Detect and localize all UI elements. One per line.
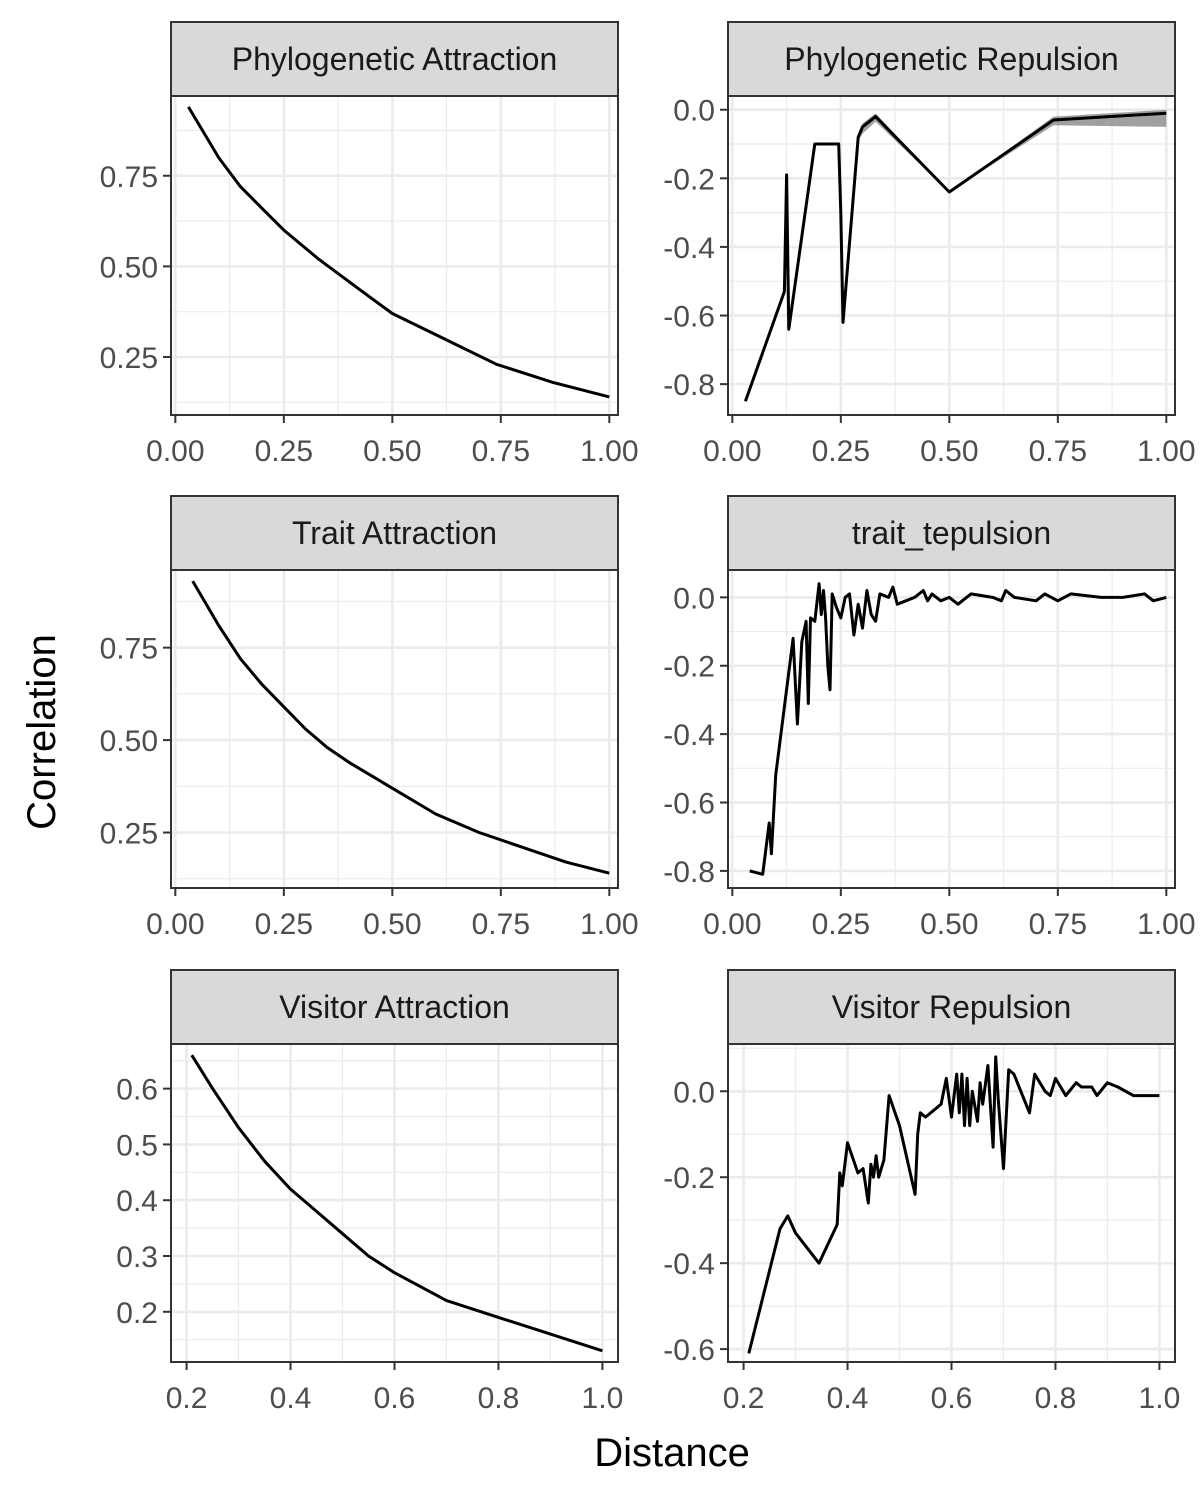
y-tick-label: 0.2 [116,1297,158,1330]
x-tick-label: 0.2 [166,1382,208,1415]
x-tick-label: 1.0 [582,1382,624,1415]
x-tick-label: 1.00 [1137,908,1195,941]
panel-border [170,95,619,416]
x-tick-label: 1.0 [1139,1382,1181,1415]
y-tick-label: -0.6 [663,788,715,821]
y-tick-label: 0.6 [116,1074,158,1107]
y-tick-label: -0.8 [663,369,715,402]
x-tick-label: 0.6 [374,1382,416,1415]
x-tick-label: 0.00 [703,908,761,941]
x-tick-label: 0.50 [920,435,978,468]
y-tick-label: 0.25 [100,342,158,375]
y-tick-label: 0.0 [673,582,715,615]
panel-3: Trait Attraction 0.00 0.25 0.50 0.75 1.00 0.25… [100,495,639,941]
panel-border [170,569,619,889]
series-line [749,582,1167,876]
y-tick-label: 0.4 [116,1185,158,1218]
y-tick-label: 0.50 [100,725,158,758]
x-tick-label: 1.00 [580,908,638,941]
panel-1: Phylogenetic Attraction 0.00 0.25 0.50 0.75 1… [100,21,639,468]
panel-strip [727,495,1176,571]
y-axis-title: Correlation [20,634,64,830]
panel-5: Visitor Attraction 0.2 0.4 0.6 0.8 1.0 0.2 0.3 0… [116,969,624,1415]
x-tick-label: 0.8 [1035,1382,1077,1415]
x-tick-label: 0.50 [363,908,421,941]
y-tick-label: 0.75 [100,161,158,194]
y-tick-label: -0.8 [663,856,715,889]
x-tick-label: 0.25 [812,908,870,941]
series-line [747,1055,1160,1354]
y-tick-label: -0.2 [663,163,715,196]
panel-strip [727,21,1176,97]
y-tick-label: -0.6 [663,301,715,334]
x-tick-label: 0.00 [146,908,204,941]
x-tick-label: 0.4 [270,1382,312,1415]
series-line [743,111,1167,402]
y-tick-label: -0.2 [663,1162,715,1195]
panel-title: Visitor Attraction [279,989,510,1025]
x-tick-label: 0.25 [255,435,313,468]
y-tick-label: 0.75 [100,633,158,666]
panel-strip [170,21,619,97]
panel-strip [170,495,619,571]
panel-strip [727,969,1176,1045]
x-tick-label: 0.25 [255,908,313,941]
y-tick-label: -0.4 [663,719,715,752]
y-tick-label: -0.4 [663,232,715,265]
panel-title: Phylogenetic Attraction [232,41,558,77]
x-tick-label: 0.2 [723,1382,765,1415]
y-tick-label: -0.6 [663,1334,715,1367]
x-tick-label: 0.50 [920,908,978,941]
y-tick-label: 0.0 [673,95,715,128]
y-tick-label: 0.5 [116,1129,158,1162]
panel-border [727,95,1176,416]
x-tick-label: 0.75 [1029,908,1087,941]
panel-4: trait_tepulsion 0.00 0.25 0.50 0.75 1.00 -0.8 -… [663,495,1196,941]
panel-2: Phylogenetic Repulsion 0.00 0.25 0.50 0.75 1.… [663,21,1196,468]
x-tick-label: 0.75 [472,908,530,941]
x-tick-label: 0.25 [812,435,870,468]
x-tick-label: 0.50 [363,435,421,468]
series-line [191,580,610,875]
y-tick-label: 0.0 [673,1076,715,1109]
series-line [187,106,610,399]
y-tick-label: 0.50 [100,251,158,284]
x-axis-title: Distance [594,1431,750,1475]
x-tick-label: 1.00 [1137,435,1195,468]
panel-title: Phylogenetic Repulsion [784,41,1118,77]
confidence-band [745,109,1167,402]
y-tick-label: -0.2 [663,651,715,684]
y-tick-label: -0.4 [663,1248,715,1281]
x-tick-label: 0.75 [472,435,530,468]
x-tick-label: 0.75 [1029,435,1087,468]
x-tick-label: 0.4 [827,1382,869,1415]
x-tick-label: 1.00 [580,435,638,468]
y-tick-label: 0.3 [116,1241,158,1274]
panel-title: Visitor Repulsion [832,989,1072,1025]
y-tick-label: 0.25 [100,818,158,851]
series-line [190,1054,603,1353]
panel-title: Trait Attraction [292,515,497,551]
x-tick-label: 0.6 [931,1382,973,1415]
panel-title: trait_tepulsion [852,515,1051,551]
x-tick-label: 0.00 [703,435,761,468]
panel-6: Visitor Repulsion 0.2 0.4 0.6 0.8 1.0 -0.6 -0.4… [663,969,1181,1415]
panel-border [727,569,1176,889]
x-tick-label: 0.00 [146,435,204,468]
x-tick-label: 0.8 [478,1382,520,1415]
panel-strip [170,969,619,1045]
